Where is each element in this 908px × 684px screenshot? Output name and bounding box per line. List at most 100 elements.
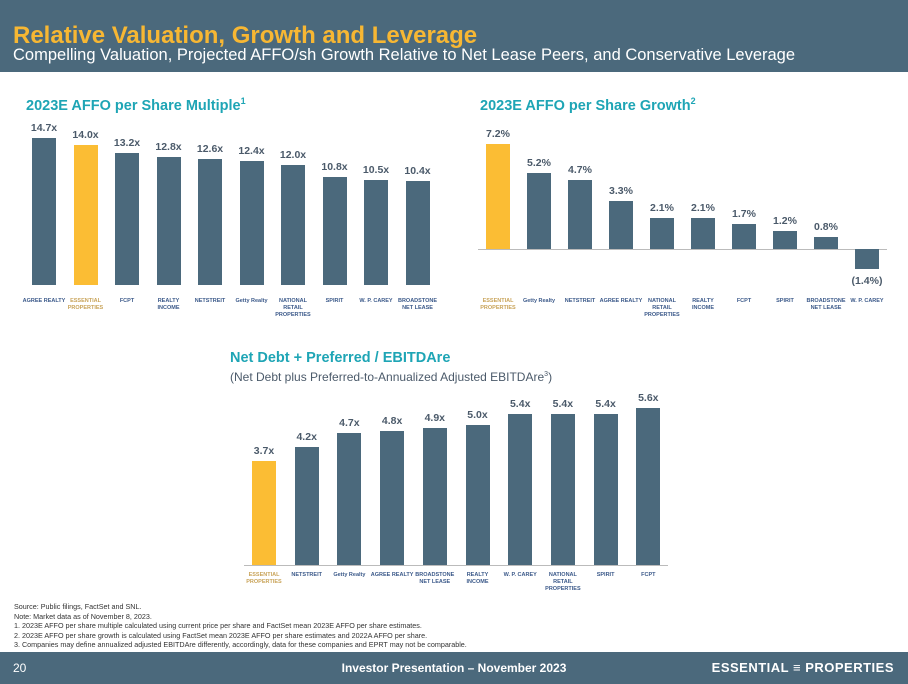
chart2-data-label: 4.7% <box>568 164 592 177</box>
chart2-bar <box>486 143 510 249</box>
chart3-subtitle-text: (Net Debt plus Preferred-to-Annualized A… <box>230 370 545 384</box>
company-logo: ESSENTIAL PROPERTIES <box>246 572 282 585</box>
company-logo: SPIRIT <box>776 298 794 304</box>
company-logo: W. P. CAREY <box>503 572 537 578</box>
chart1-bar <box>405 181 430 285</box>
chart3-bar <box>508 413 533 565</box>
company-logo: SPIRIT <box>596 572 615 578</box>
chart2-data-label: 3.3% <box>609 184 633 197</box>
chart3-bar <box>465 425 490 565</box>
chart1-bar <box>364 180 388 285</box>
chart1-bar <box>281 165 305 285</box>
chart1-data-label: 12.6x <box>196 143 224 155</box>
note-1: 1. 2023E AFFO per share multiple calcula… <box>14 621 422 631</box>
company-logo: AGREE REALTY <box>599 298 643 304</box>
footer-text: Investor Presentation – November 2023 <box>341 661 567 675</box>
chart3-bar <box>593 413 618 565</box>
chart2-bar <box>814 237 838 249</box>
chart3-bar <box>252 461 276 565</box>
chart1-data-label: 10.4x <box>404 165 431 177</box>
chart1-data-label: 14.0x <box>72 129 99 141</box>
company-logo: REALTY INCOME <box>157 298 180 311</box>
chart1-bar <box>156 157 181 285</box>
chart2-bar <box>855 249 879 270</box>
chart1-data-label: 13.2x <box>113 137 141 149</box>
chart1-bar <box>115 153 139 285</box>
chart3-bar <box>550 413 575 565</box>
footnotes: Source: Public filings, FactSet and SNL.… <box>14 602 467 650</box>
company-logo: BROADSTONE NET LEASE <box>806 298 846 311</box>
chart3-bar <box>337 433 362 565</box>
chart2-title-text: 2023E AFFO per Share Growth <box>480 97 691 114</box>
chart3-data-label: 5.6x <box>638 392 659 405</box>
company-logo: FCPT <box>119 298 135 304</box>
chart3-data-label: 4.7x <box>339 417 360 430</box>
chart3-data-label: 3.7x <box>253 445 275 458</box>
chart2-data-label: 2.1% <box>650 202 674 215</box>
chart3-data-label: 5.4x <box>509 397 531 410</box>
company-logo: ESSENTIAL PROPERTIES <box>480 298 516 311</box>
page-title: Relative Valuation, Growth and Leverage <box>13 22 478 49</box>
chart3-subtitle: (Net Debt plus Preferred-to-Annualized A… <box>230 370 552 384</box>
chart3-bar <box>380 430 405 565</box>
company-logo: ESSENTIAL PROPERTIES <box>67 298 104 311</box>
company-logo: REALTY INCOME <box>466 572 489 585</box>
company-logo: FCPT <box>736 298 752 304</box>
chart1-data-label: 12.8x <box>155 141 182 153</box>
company-logo: NATIONAL RETAIL PROPERTIES <box>275 298 311 318</box>
chart3-data-label: 4.2x <box>296 431 317 444</box>
chart1-bar <box>239 161 264 285</box>
company-logo: FCPT <box>641 572 656 578</box>
chart2-bar <box>773 231 797 249</box>
chart1-bar <box>32 138 56 285</box>
chart2-data-label: 2.1% <box>691 202 715 215</box>
chart2-title: 2023E AFFO per Share Growth2 <box>480 96 696 114</box>
chart3-data-label: 4.9x <box>424 411 446 424</box>
chart1-title-text: 2023E AFFO per Share Multiple <box>26 97 241 114</box>
chart2-bar <box>527 173 551 249</box>
chart2-axis <box>478 249 887 250</box>
chart2-data-label: 0.8% <box>814 221 838 234</box>
company-logo: Getty Realty <box>522 298 556 304</box>
chart3-bar <box>636 408 661 565</box>
page-subtitle: Compelling Valuation, Projected AFFO/sh … <box>13 46 796 64</box>
chart3-bar <box>294 447 319 565</box>
company-logo: NATIONAL RETAIL PROPERTIES <box>644 298 680 318</box>
company-logo: BROADSTONE NET LEASE <box>397 298 437 311</box>
chart2-bar <box>732 224 756 249</box>
note-3: 3. Companies may define annualized adjus… <box>14 640 467 650</box>
chart1-bar <box>322 177 347 285</box>
page-number: 20 <box>13 661 27 675</box>
company-logo: BROADSTONE NET LEASE <box>415 572 455 585</box>
chart1-data-label: 12.4x <box>238 145 265 157</box>
chart3-bar <box>422 427 447 565</box>
chart3-title: Net Debt + Preferred / EBITDAre <box>230 350 451 366</box>
chart2-bar <box>650 218 674 249</box>
note-market: Note: Market data as of November 8, 2023… <box>14 611 152 621</box>
note-2: 2. 2023E AFFO per share growth is calcul… <box>14 630 428 640</box>
company-logo: NETSTREIT <box>291 572 322 578</box>
company-logo: W. P. CAREY <box>850 298 884 304</box>
note-source: Source: Public filings, FactSet and SNL. <box>14 602 142 611</box>
chart1-data-label: 12.0x <box>279 149 307 161</box>
chart2-data-label: 7.2% <box>486 127 510 140</box>
header-bar: Relative Valuation, Growth and Leverage … <box>0 0 908 72</box>
chart2-bar <box>691 218 715 249</box>
chart1-data-label: 14.7x <box>30 122 58 134</box>
chart3-axis <box>244 565 669 566</box>
company-logo: NATIONAL RETAIL PROPERTIES <box>545 572 581 592</box>
chart2-data-label: (1.4%) <box>851 275 883 288</box>
chart2-data-label: 1.2% <box>773 215 797 228</box>
chart1-data-label: 10.8x <box>321 161 348 173</box>
chart3-subtitle-end: ) <box>548 370 553 384</box>
chart1-title: 2023E AFFO per Share Multiple1 <box>26 96 246 114</box>
company-logo: W. P. CAREY <box>359 298 393 304</box>
chart2-bar <box>568 180 592 249</box>
company-logo: AGREE REALTY <box>370 572 414 578</box>
company-logo: NETSTREIT <box>194 298 226 304</box>
company-logo: Getty Realty <box>333 572 366 578</box>
chart2-data-label: 1.7% <box>732 208 756 221</box>
brand-logo: ESSENTIAL ≡ PROPERTIES <box>711 660 894 675</box>
chart3-data-label: 4.8x <box>381 414 403 427</box>
footnote-ref: 3 <box>544 371 549 378</box>
